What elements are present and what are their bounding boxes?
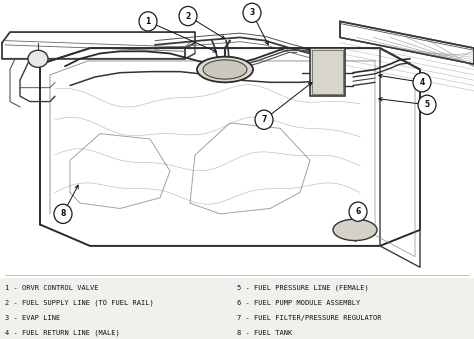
Text: 3: 3 [249,8,255,17]
Ellipse shape [28,50,48,67]
Circle shape [255,110,273,129]
Bar [312,50,343,94]
Text: 5 - FUEL PRESSURE LINE (FEMALE): 5 - FUEL PRESSURE LINE (FEMALE) [237,285,369,291]
Text: 6 - FUEL PUMP MODULE ASSEMBLY: 6 - FUEL PUMP MODULE ASSEMBLY [237,300,360,306]
Ellipse shape [197,57,253,82]
Text: 1: 1 [146,17,151,26]
Text: 6: 6 [356,207,361,216]
Text: 2: 2 [185,12,191,21]
Text: 4: 4 [419,78,425,87]
Text: 3 - EVAP LINE: 3 - EVAP LINE [5,315,60,321]
Text: 7 - FUEL FILTER/PRESSURE REGULATOR: 7 - FUEL FILTER/PRESSURE REGULATOR [237,315,382,321]
Circle shape [413,73,431,92]
Circle shape [139,12,157,31]
Circle shape [54,204,72,223]
Text: 1 - ORVR CONTROL VALVE: 1 - ORVR CONTROL VALVE [5,285,98,291]
Circle shape [243,3,261,22]
Bar [310,48,345,96]
Text: 7: 7 [261,115,267,124]
Text: 8: 8 [60,209,66,218]
Ellipse shape [203,60,247,79]
Text: 8 - FUEL TANK: 8 - FUEL TANK [237,330,292,336]
Text: 4 - FUEL RETURN LINE (MALE): 4 - FUEL RETURN LINE (MALE) [5,330,119,336]
Circle shape [418,95,436,114]
Ellipse shape [333,219,377,241]
Circle shape [349,202,367,221]
Text: 5: 5 [424,100,429,109]
Text: 2 - FUEL SUPPLY LINE (TO FUEL RAIL): 2 - FUEL SUPPLY LINE (TO FUEL RAIL) [5,300,154,306]
Circle shape [179,6,197,26]
